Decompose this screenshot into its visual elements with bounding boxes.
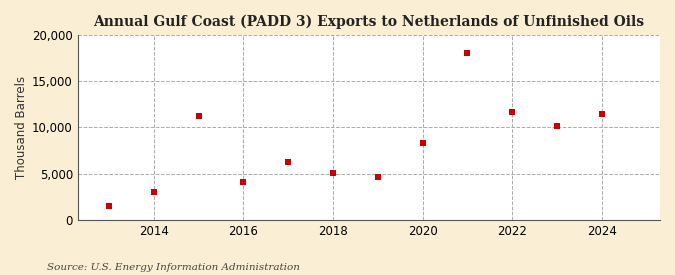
Point xyxy=(507,109,518,114)
Point xyxy=(417,141,428,145)
Point xyxy=(373,174,383,179)
Text: Source: U.S. Energy Information Administration: Source: U.S. Energy Information Administ… xyxy=(47,263,300,272)
Y-axis label: Thousand Barrels: Thousand Barrels xyxy=(15,76,28,179)
Point xyxy=(551,123,562,128)
Point xyxy=(283,160,294,164)
Point xyxy=(327,171,338,175)
Point xyxy=(148,190,159,194)
Title: Annual Gulf Coast (PADD 3) Exports to Netherlands of Unfinished Oils: Annual Gulf Coast (PADD 3) Exports to Ne… xyxy=(93,15,645,29)
Point xyxy=(193,114,204,119)
Point xyxy=(597,111,608,116)
Point xyxy=(462,51,472,56)
Point xyxy=(104,204,115,208)
Point xyxy=(238,180,249,184)
